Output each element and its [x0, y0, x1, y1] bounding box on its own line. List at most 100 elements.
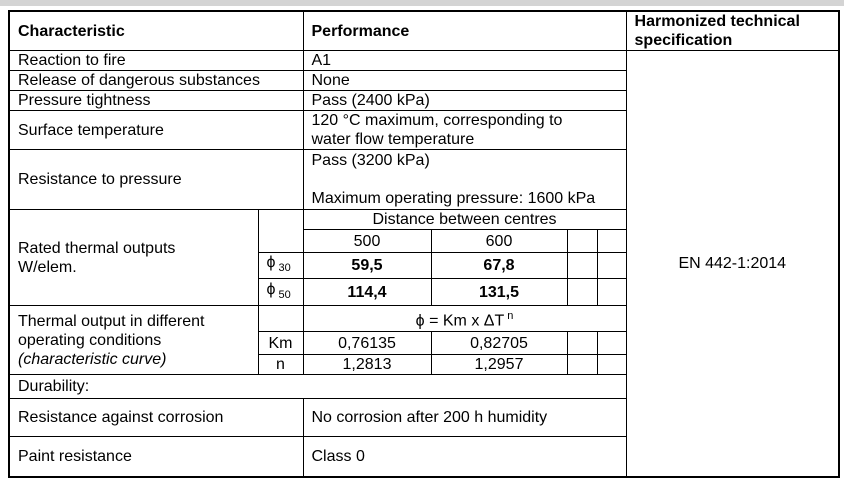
harmonized-header-cell: Harmonized technical specification [625, 10, 840, 51]
surface-temperature-label: Surface temperature [18, 121, 164, 139]
dangerous-substances-label-cell: Release of dangerous substances [8, 70, 304, 91]
table-row: Characteristic Performance Harmonized te… [8, 10, 840, 51]
phi-symbol: ϕ [266, 280, 276, 298]
harmonized-header-label: Harmonized technical specification [634, 13, 800, 49]
pressure-tightness-value: Pass (2400 kPa) [311, 92, 430, 109]
phi-30-label-cell: ϕ 30 [257, 251, 304, 280]
empty-cell [596, 229, 627, 253]
rated-thermal-outputs-label-line1: Rated thermal outputs [18, 239, 176, 257]
durability-label: Durability: [18, 378, 90, 396]
corrosion-value-cell: No corrosion after 200 h humidity [302, 398, 627, 438]
empty-cell [566, 278, 598, 307]
n-value-500: 1,2813 [342, 356, 392, 374]
phi-30-value-600: 67,8 [483, 257, 515, 275]
characteristic-curve-label-cell: Thermal output in different operating co… [8, 305, 259, 376]
corrosion-value: No corrosion after 200 h humidity [311, 409, 548, 427]
resistance-to-pressure-value-line2: Maximum operating pressure: 1600 kPa [311, 190, 596, 207]
n-value-600: 1,2957 [474, 356, 524, 374]
pressure-tightness-value-cell: Pass (2400 kPa) [302, 90, 627, 111]
top-strip [0, 0, 844, 6]
surface-temperature-label-cell: Surface temperature [8, 110, 304, 150]
phi-50-value-600-cell: 131,5 [430, 278, 568, 307]
surface-temperature-value-line2: water flow temperature [311, 131, 475, 148]
formula-cell: ϕ = Km x ΔT n [302, 305, 627, 333]
n-label-cell: n [257, 354, 304, 376]
resistance-to-pressure-label: Resistance to pressure [18, 171, 182, 188]
empty-cell [596, 278, 627, 307]
characteristic-header-label: Characteristic [18, 22, 125, 40]
phi-50-subscript: 50 [278, 288, 291, 301]
phi-50-value-500: 114,4 [347, 283, 387, 301]
reaction-to-fire-value-cell: A1 [302, 50, 627, 71]
formula-base: ϕ = Km x ΔT [415, 312, 505, 330]
resistance-to-pressure-value-line1: Pass (3200 kPa) [311, 152, 430, 169]
pressure-tightness-label-cell: Pressure tightness [8, 90, 304, 111]
empty-cell [566, 331, 598, 356]
harmonized-value: EN 442-1:2014 [678, 254, 787, 272]
km-value-600-cell: 0,82705 [430, 331, 568, 356]
km-label: Km [268, 334, 293, 352]
table-row: 500 600 [9, 229, 839, 253]
distance-between-centres-label: Distance between centres [372, 211, 557, 228]
resistance-to-pressure-value-cell: Pass (3200 kPa) Maximum operating pressu… [302, 149, 627, 210]
table-row: Rated thermal outputs W/elem. Distance b… [8, 208, 839, 307]
surface-temperature-value-cell: 120 °C maximum, corresponding to water f… [302, 110, 627, 150]
table-row: Surface temperature 120 °C maximum, corr… [8, 110, 839, 150]
phi-30-value-600-cell: 67,8 [430, 251, 568, 280]
table-row: Km 0,76135 0,82705 [9, 331, 839, 356]
corrosion-label: Resistance against corrosion [18, 409, 224, 427]
km-value-600: 0,82705 [470, 334, 528, 352]
rated-thermal-outputs-label-cell: Rated thermal outputs W/elem. [8, 208, 259, 307]
empty-symbol-cell [257, 305, 304, 333]
n-value-500-cell: 1,2813 [302, 354, 432, 376]
km-value-500-cell: 0,76135 [302, 331, 432, 356]
reaction-to-fire-value: A1 [311, 52, 332, 69]
performance-header-cell: Performance [302, 10, 627, 51]
phi-50-label-cell: ϕ 50 [257, 278, 304, 307]
distance-column-500-label: 500 [353, 232, 381, 250]
empty-cell [566, 354, 598, 376]
paint-resistance-label: Paint resistance [18, 447, 132, 465]
harmonized-value-cell: EN 442-1:2014 [625, 49, 840, 478]
table-row: Resistance to pressure Pass (3200 kPa) M… [8, 149, 839, 210]
characteristic-header-cell: Characteristic [8, 10, 304, 51]
spacer-line [312, 170, 618, 189]
empty-cell [596, 251, 627, 280]
dangerous-substances-value-cell: None [302, 70, 627, 91]
rated-thermal-outputs-label-line2: W/elem. [18, 258, 77, 276]
paint-resistance-label-cell: Paint resistance [8, 436, 304, 478]
n-value-600-cell: 1,2957 [430, 354, 568, 376]
reaction-to-fire-label: Reaction to fire [18, 52, 126, 69]
distance-column-500-cell: 500 [302, 229, 432, 253]
declaration-of-performance-table: Characteristic Performance Harmonized te… [8, 10, 841, 478]
phi-symbol: ϕ [266, 254, 276, 271]
distance-column-600-cell: 600 [430, 229, 568, 253]
km-value-500: 0,76135 [338, 334, 396, 352]
corrosion-label-cell: Resistance against corrosion [8, 398, 304, 438]
durability-label-cell: Durability: [8, 374, 627, 400]
resistance-to-pressure-label-cell: Resistance to pressure [8, 149, 304, 210]
distance-column-600-label: 600 [485, 232, 513, 250]
characteristic-curve-label-line1: Thermal output in different [18, 312, 205, 330]
n-label: n [276, 356, 285, 374]
distance-between-centres-header-cell: Distance between centres [302, 209, 627, 230]
empty-symbol-cell [257, 209, 304, 253]
empty-cell [566, 251, 598, 280]
table-row: Resistance against corrosion No corrosio… [8, 398, 839, 438]
table-row: ϕ 30 59,5 67,8 [9, 251, 839, 280]
km-label-cell: Km [257, 331, 304, 356]
paint-resistance-value-cell: Class 0 [302, 436, 627, 478]
phi-50-value-500-cell: 114,4 [302, 278, 432, 307]
table-row: Durability: [8, 374, 839, 400]
pressure-tightness-label: Pressure tightness [18, 92, 151, 109]
table-row: Paint resistance Class 0 [8, 436, 839, 478]
reaction-to-fire-label-cell: Reaction to fire [8, 50, 304, 71]
performance-header-label: Performance [311, 22, 410, 40]
empty-cell [566, 229, 598, 253]
empty-cell [596, 331, 627, 356]
phi-30-value-500: 59,5 [351, 257, 383, 275]
characteristic-curve-label-line3: (characteristic curve) [18, 350, 167, 368]
phi-30-subscript: 30 [278, 262, 291, 275]
table-row: Reaction to fire A1 EN 442-1:2014 [8, 49, 840, 478]
characteristic-curve-label-line2: operating conditions [18, 331, 162, 349]
